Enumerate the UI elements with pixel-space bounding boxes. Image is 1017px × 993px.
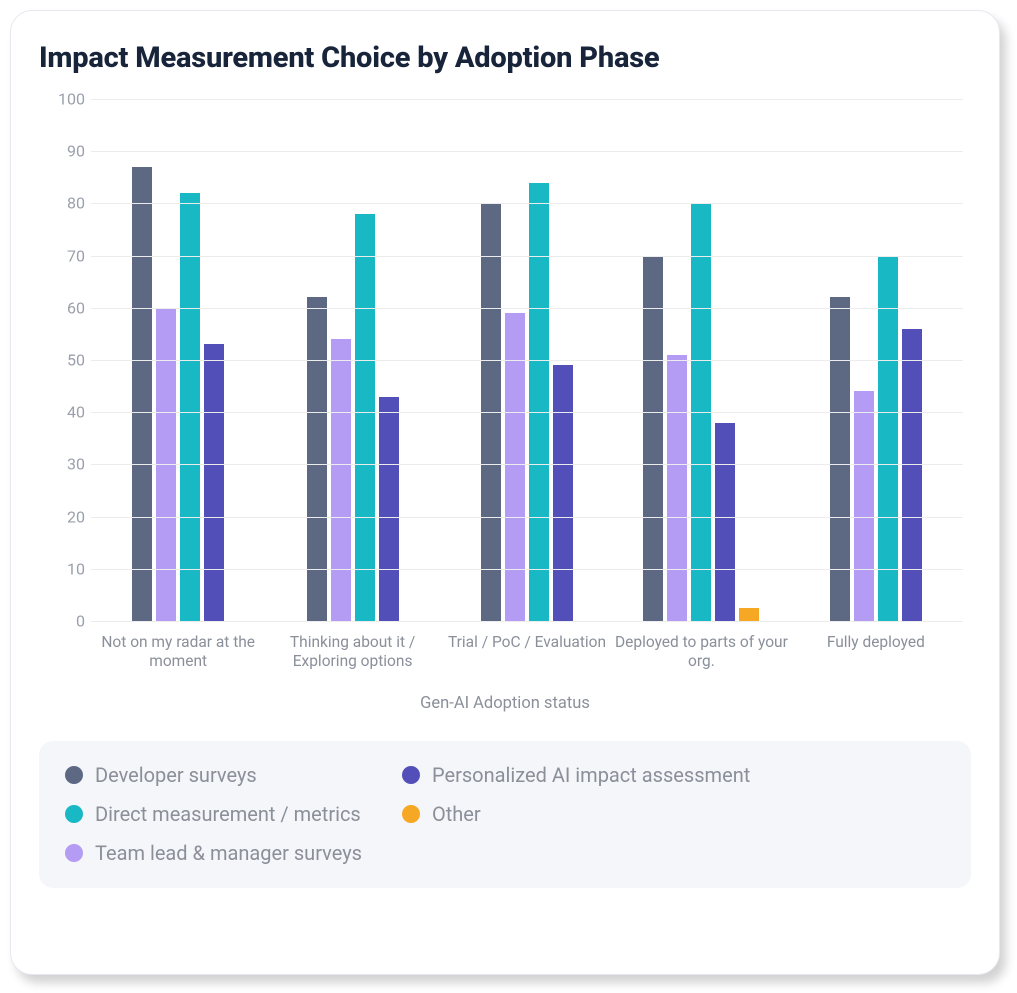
y-tick-label: 40: [45, 403, 85, 422]
chart-legend: Developer surveys Direct measurement / me…: [39, 741, 971, 888]
y-tick-label: 50: [45, 351, 85, 370]
y-tick-label: 10: [45, 559, 85, 578]
bar: [715, 423, 735, 621]
y-tick-label: 0: [45, 612, 85, 631]
bar: [830, 297, 850, 621]
x-category-label: Fully deployed: [789, 621, 963, 652]
legend-column: Developer surveys Direct measurement / me…: [65, 763, 362, 866]
legend-swatch: [402, 805, 420, 823]
legend-item: Direct measurement / metrics: [65, 802, 362, 827]
bar: [854, 391, 874, 621]
gridline: [91, 412, 963, 413]
x-category-label: Not on my radar at the moment: [91, 621, 265, 672]
y-tick-label: 100: [45, 90, 85, 109]
gridline: [91, 360, 963, 361]
y-tick-label: 90: [45, 142, 85, 161]
legend-label: Personalized AI impact assessment: [432, 763, 750, 788]
y-tick-label: 80: [45, 194, 85, 213]
legend-swatch: [65, 844, 83, 862]
y-tick-label: 70: [45, 246, 85, 265]
gridline: [91, 308, 963, 309]
legend-item: Personalized AI impact assessment: [402, 763, 750, 788]
bar: [643, 256, 663, 621]
legend-column: Personalized AI impact assessment Other: [402, 763, 750, 866]
gridline: [91, 99, 963, 100]
gridline: [91, 621, 963, 622]
y-tick-label: 60: [45, 298, 85, 317]
bar: [379, 397, 399, 621]
bar: [132, 167, 152, 621]
legend-label: Direct measurement / metrics: [95, 802, 361, 827]
bar: [553, 365, 573, 621]
bar: [204, 344, 224, 621]
gridline: [91, 464, 963, 465]
legend-item: Team lead & manager surveys: [65, 841, 362, 866]
bar: [739, 608, 759, 621]
legend-label: Team lead & manager surveys: [95, 841, 362, 866]
y-tick-label: 20: [45, 507, 85, 526]
x-axis-label: Gen-AI Adoption status: [39, 694, 971, 713]
legend-item: Developer surveys: [65, 763, 362, 788]
bar: [529, 183, 549, 621]
chart-title: Impact Measurement Choice by Adoption Ph…: [39, 41, 971, 75]
gridline: [91, 256, 963, 257]
legend-item: Other: [402, 802, 750, 827]
bar: [307, 297, 327, 621]
x-category-label: Trial / PoC / Evaluation: [440, 621, 614, 652]
legend-swatch: [65, 805, 83, 823]
legend-label: Developer surveys: [95, 763, 257, 788]
bar: [878, 256, 898, 621]
legend-label: Other: [432, 802, 481, 827]
chart-card: Impact Measurement Choice by Adoption Ph…: [10, 10, 1000, 975]
bar: [902, 329, 922, 621]
bar: [355, 214, 375, 621]
bar: [667, 355, 687, 621]
chart-plot: Not on my radar at the momentThinking ab…: [91, 99, 963, 621]
bar: [180, 193, 200, 621]
legend-swatch: [402, 766, 420, 784]
x-category-label: Deployed to parts of your org.: [614, 621, 788, 672]
legend-swatch: [65, 766, 83, 784]
gridline: [91, 203, 963, 204]
chart-area: Not on my radar at the momentThinking ab…: [39, 93, 971, 713]
gridline: [91, 517, 963, 518]
x-category-label: Thinking about it / Exploring options: [265, 621, 439, 672]
bar: [331, 339, 351, 621]
y-tick-label: 30: [45, 455, 85, 474]
gridline: [91, 569, 963, 570]
gridline: [91, 151, 963, 152]
